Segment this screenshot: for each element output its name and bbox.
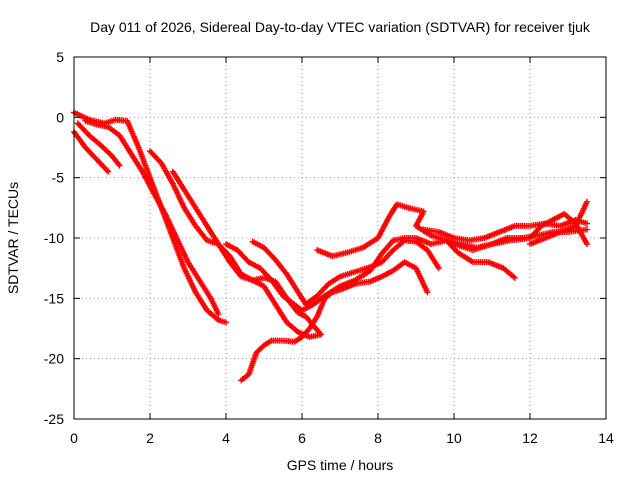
data-point xyxy=(424,289,431,296)
data-point xyxy=(584,220,590,227)
series-track-13 xyxy=(527,198,590,248)
x-tick-label: 6 xyxy=(298,430,306,446)
x-tick-label: 14 xyxy=(598,430,614,446)
x-axis-label: GPS time / hours xyxy=(287,457,394,473)
series-track-11 xyxy=(420,216,590,244)
data-point xyxy=(105,168,112,175)
series-track-9 xyxy=(249,237,442,308)
data-point xyxy=(215,311,222,318)
data-point xyxy=(584,198,590,205)
series-track-10 xyxy=(314,201,518,281)
data-series xyxy=(71,109,590,384)
data-point xyxy=(116,162,123,169)
x-tick-label: 2 xyxy=(146,430,154,446)
data-point xyxy=(435,265,442,272)
y-tick-label: 0 xyxy=(56,109,64,125)
series-track-6 xyxy=(169,168,324,340)
y-tick-label: -20 xyxy=(44,351,64,367)
data-point xyxy=(584,226,590,233)
x-tick-label: 12 xyxy=(522,430,538,446)
series-track-8 xyxy=(238,259,431,384)
x-tick-label: 4 xyxy=(222,430,230,446)
data-point xyxy=(584,241,590,248)
y-tick-label: -5 xyxy=(52,170,65,186)
series-track-1 xyxy=(71,128,112,175)
data-point xyxy=(511,274,518,281)
x-tick-label: 8 xyxy=(374,430,382,446)
y-tick-label: -15 xyxy=(44,290,64,306)
y-tick-label: -10 xyxy=(44,230,64,246)
x-tick-label: 10 xyxy=(446,430,462,446)
series-track-12 xyxy=(451,210,590,254)
series-track-2 xyxy=(74,120,123,169)
y-axis-label: SDTVAR / TECUs xyxy=(5,182,21,294)
x-tick-label: 0 xyxy=(70,430,78,446)
series-track-4 xyxy=(82,117,222,318)
data-point xyxy=(318,331,324,338)
y-tick-label: 5 xyxy=(56,49,64,65)
y-tick-label: -25 xyxy=(44,411,64,427)
chart-title: Day 011 of 2026, Sidereal Day-to-day VTE… xyxy=(90,19,591,35)
data-point xyxy=(223,319,229,326)
axis-ticks: 0 2 4 6 8 10 12 14 -25 -20 -15 -10 -5 0 5 xyxy=(44,49,614,446)
